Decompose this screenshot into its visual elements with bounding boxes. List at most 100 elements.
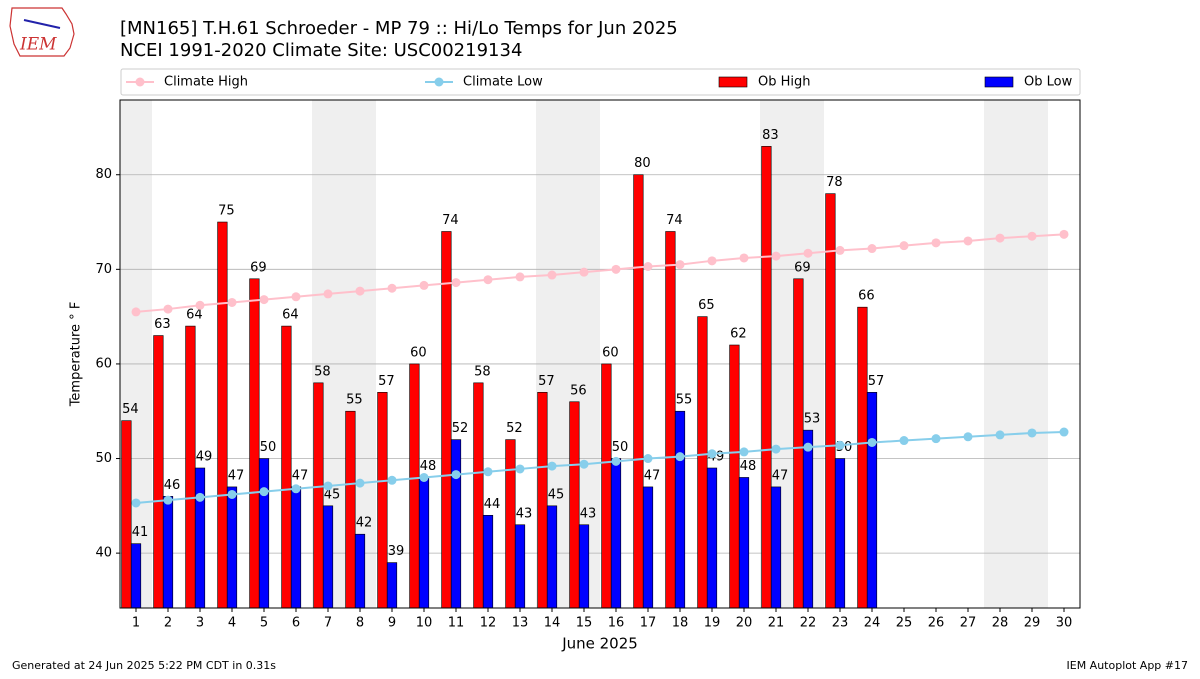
bar (802, 429, 814, 609)
bar-label: 42 (356, 516, 373, 531)
bar-label: 60 (602, 345, 619, 360)
x-tick-label: 16 (608, 616, 625, 631)
climate-marker (195, 492, 205, 502)
x-tick-label: 13 (512, 616, 529, 631)
climate-marker (579, 459, 589, 469)
bar-label: 74 (442, 213, 459, 228)
plot-frame (119, 99, 1081, 609)
bar-label: 55 (346, 393, 363, 408)
logo-outline (9, 7, 75, 57)
bar (706, 467, 718, 609)
legend-box (120, 68, 1081, 96)
climate-marker (899, 241, 909, 251)
bar-label: 47 (644, 468, 661, 483)
bar (665, 231, 676, 609)
legend-label: Ob Low (1024, 75, 1073, 90)
bar (281, 325, 292, 609)
bar (514, 524, 526, 609)
climate-marker (483, 467, 493, 477)
climate-marker (419, 472, 429, 482)
climate-marker (515, 272, 525, 282)
climate-marker (163, 495, 173, 505)
climate-marker (451, 278, 461, 288)
logo-text: IEM (19, 35, 57, 55)
climate-marker (1059, 427, 1069, 437)
climate-marker (899, 436, 909, 446)
climate-marker (803, 248, 813, 258)
climate-marker (131, 307, 141, 317)
bar-label: 48 (420, 459, 437, 474)
legend-marker (135, 77, 145, 87)
bar (697, 316, 708, 609)
bar (290, 486, 302, 609)
bar-label: 55 (676, 393, 693, 408)
y-tick-label: 60 (95, 356, 112, 371)
climate-marker (451, 470, 461, 480)
climate-marker (771, 251, 781, 261)
bar (377, 392, 388, 609)
x-tick-label: 19 (704, 616, 721, 631)
x-tick-label: 24 (864, 616, 881, 631)
bar (217, 221, 228, 609)
bar (569, 401, 580, 609)
climate-marker (163, 304, 173, 314)
bar (482, 514, 494, 609)
legend-swatch (718, 76, 748, 88)
climate-marker (739, 447, 749, 457)
climate-marker (963, 432, 973, 442)
y-tick-label: 80 (95, 167, 112, 182)
bar-label: 57 (868, 374, 885, 389)
climate-marker (355, 478, 365, 488)
climate-marker (835, 440, 845, 450)
bar (610, 458, 622, 609)
x-tick-label: 30 (1056, 616, 1073, 631)
x-tick-label: 12 (480, 616, 497, 631)
x-tick-label: 8 (356, 616, 364, 631)
weekend-shade (984, 100, 1048, 608)
bar (857, 306, 868, 609)
climate-marker (707, 256, 717, 266)
bar (546, 505, 558, 609)
bar-label: 45 (324, 487, 341, 502)
bar (322, 505, 334, 609)
climate-marker (355, 286, 365, 296)
bar-label: 47 (772, 468, 789, 483)
climate-marker (419, 280, 429, 290)
climate-marker (803, 442, 813, 452)
x-tick-label: 28 (992, 616, 1009, 631)
x-tick-label: 11 (448, 616, 465, 631)
climate-marker (387, 283, 397, 293)
climate-marker (835, 245, 845, 255)
bar-label: 50 (612, 440, 629, 455)
climate-marker (387, 475, 397, 485)
bar-label: 57 (538, 374, 555, 389)
climate-marker (1027, 231, 1037, 241)
bar-label: 53 (804, 412, 821, 427)
climate-marker (291, 292, 301, 302)
climate-marker (323, 481, 333, 491)
climate-marker (259, 487, 269, 497)
bar (601, 363, 612, 609)
bar (450, 439, 462, 609)
bar-label: 74 (666, 213, 683, 228)
x-tick-label: 22 (800, 616, 817, 631)
x-axis-label: June 2025 (561, 635, 638, 653)
climate-marker (931, 434, 941, 444)
bar-label: 52 (506, 421, 523, 436)
bar-label: 58 (474, 364, 491, 379)
bar (121, 420, 132, 609)
bar-label: 46 (164, 478, 181, 493)
bar (770, 486, 782, 609)
climate-marker (259, 295, 269, 305)
climate-marker (227, 489, 237, 499)
logo: IEM (9, 7, 75, 57)
climate-marker (195, 300, 205, 310)
bar-label: 64 (282, 308, 299, 323)
x-tick-label: 2 (164, 616, 172, 631)
bar-label: 41 (132, 525, 149, 540)
x-tick-label: 29 (1024, 616, 1041, 631)
bar-label: 48 (740, 459, 757, 474)
bar (642, 486, 654, 609)
climate-marker (931, 238, 941, 248)
climate-marker (1059, 229, 1069, 239)
